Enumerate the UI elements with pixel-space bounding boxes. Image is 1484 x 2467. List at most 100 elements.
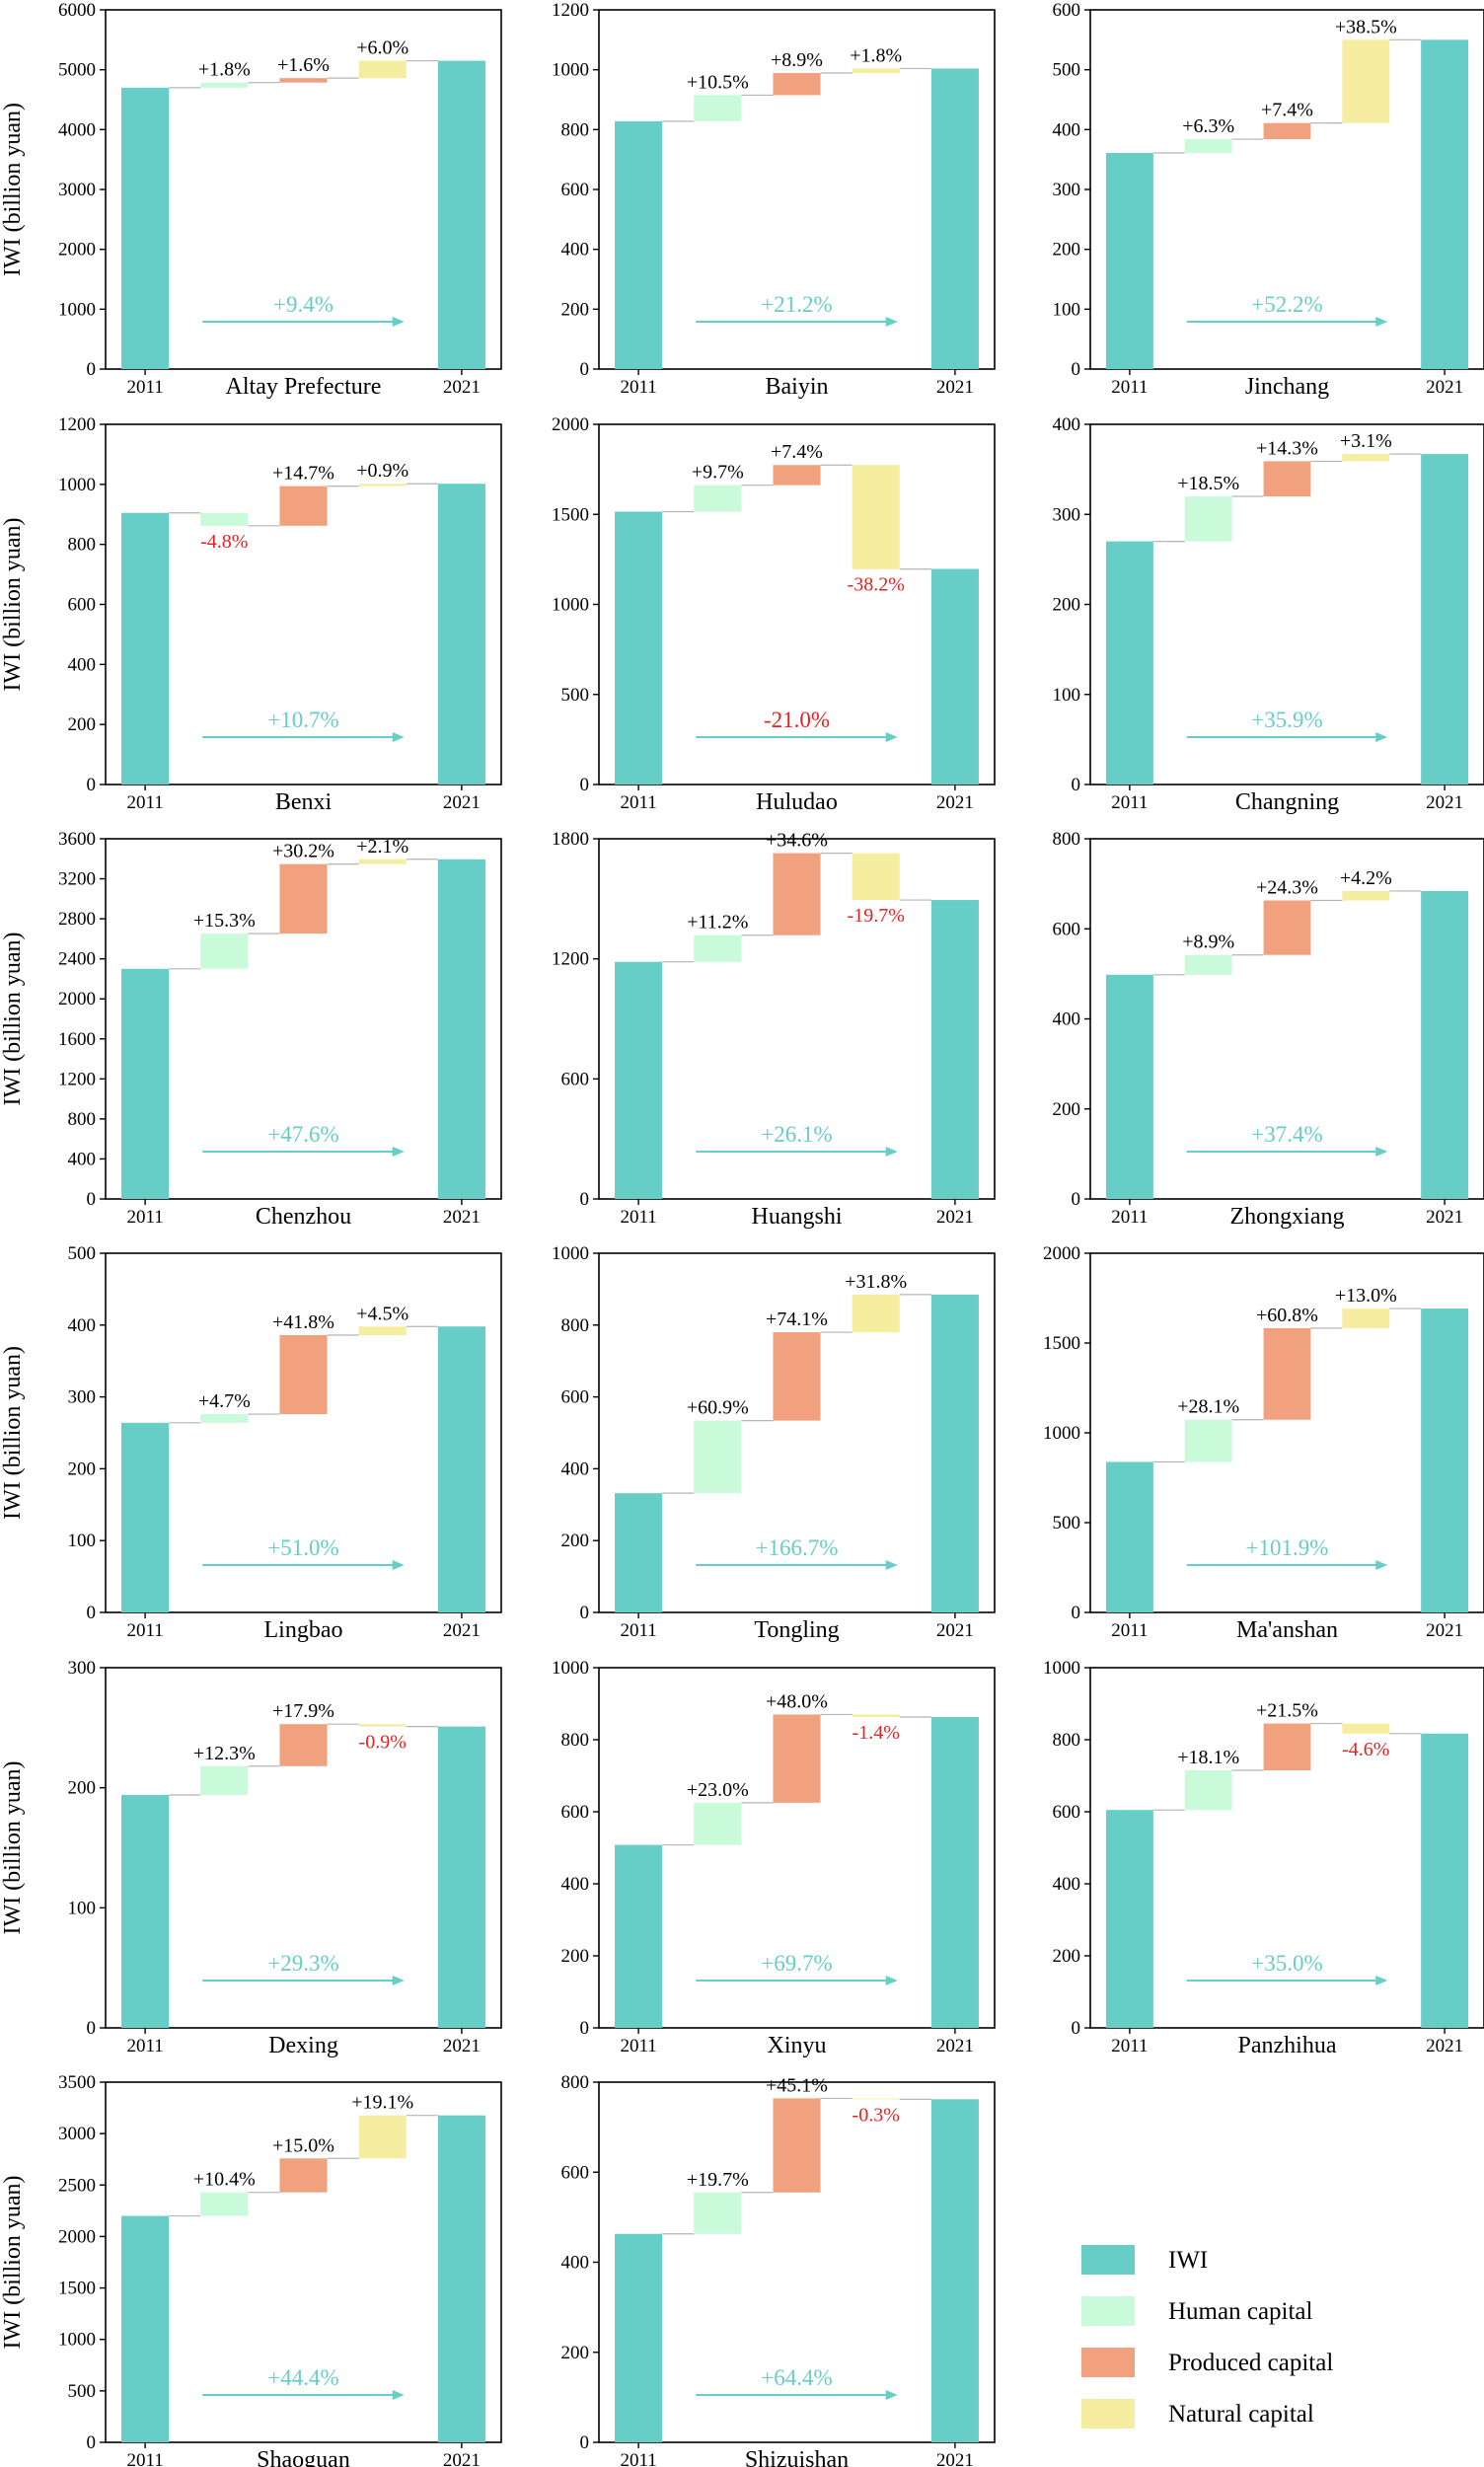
x-label-start-year: 2011 bbox=[620, 1620, 656, 1641]
axes-frame bbox=[105, 1667, 502, 2029]
y-tick-label: 2800 bbox=[58, 909, 96, 930]
total-change-label: +29.3% bbox=[267, 1951, 338, 1976]
panel-changning: 0 100 200 300 400 +18.5% +14.3% +3.1% +35.9% 2011… bbox=[1053, 414, 1484, 815]
bar-iwi-2021 bbox=[1421, 1733, 1469, 2028]
legend-swatch-produced bbox=[1081, 2348, 1135, 2377]
x-label-start-year: 2011 bbox=[126, 1620, 163, 1641]
y-tick-label: 600 bbox=[561, 180, 590, 200]
city-name: Xinyu bbox=[768, 2033, 827, 2058]
y-tick-label: 400 bbox=[561, 1874, 590, 1895]
y-tick-label: 800 bbox=[561, 119, 590, 140]
city-name: Jinchang bbox=[1245, 374, 1329, 400]
total-change-arrowhead bbox=[885, 732, 898, 742]
total-change-arrowhead bbox=[885, 317, 898, 327]
y-tick-label: 3200 bbox=[58, 869, 96, 890]
total-change-label: +52.2% bbox=[1251, 292, 1322, 317]
pct-label-human: +8.9% bbox=[1182, 932, 1234, 953]
bar-iwi-2021 bbox=[930, 1717, 979, 2028]
bar-iwi-2021 bbox=[437, 1726, 485, 2028]
pct-label-natural: +19.1% bbox=[351, 2092, 413, 2114]
y-tick-label: 400 bbox=[68, 1149, 97, 1169]
y-tick-label: 3500 bbox=[58, 2072, 96, 2093]
pct-label-human: +18.5% bbox=[1177, 473, 1239, 494]
bar-iwi-2021 bbox=[437, 1326, 485, 1612]
y-tick-label: 2000 bbox=[552, 414, 589, 435]
y-tick-label: 800 bbox=[561, 2072, 590, 2093]
y-tick-label: 0 bbox=[580, 359, 590, 380]
pct-label-produced: +7.4% bbox=[771, 441, 823, 463]
legend-label-natural: Natural capital bbox=[1168, 2401, 1314, 2428]
bar-natural-capital bbox=[852, 465, 900, 569]
city-name: Ma'anshan bbox=[1236, 1617, 1338, 1643]
pct-label-human: +23.0% bbox=[687, 1779, 749, 1801]
y-tick-label: 800 bbox=[1053, 829, 1081, 850]
y-tick-label: 1200 bbox=[552, 0, 589, 21]
bar-natural-capital bbox=[852, 853, 900, 901]
panel-huludao: 0 500 1000 1500 2000 +9.7% +7.4% -38.2% -21.0% 20… bbox=[552, 414, 996, 815]
x-label-start-year: 2011 bbox=[126, 377, 163, 398]
y-tick-label: 600 bbox=[1053, 919, 1081, 939]
total-change-label: +51.0% bbox=[267, 1535, 338, 1560]
pct-label-natural: -19.7% bbox=[848, 905, 905, 927]
y-tick-label: 1200 bbox=[58, 414, 96, 435]
y-tick-label: 0 bbox=[1072, 2018, 1081, 2039]
total-change-arrowhead bbox=[392, 2390, 405, 2400]
bar-natural-capital bbox=[358, 60, 407, 79]
legend-label-iwi: IWI bbox=[1168, 2247, 1208, 2274]
pct-label-natural: +4.5% bbox=[356, 1303, 408, 1324]
y-tick-label: 400 bbox=[1053, 1009, 1081, 1030]
y-tick-label: 500 bbox=[561, 685, 590, 706]
pct-label-natural: -4.6% bbox=[1342, 1739, 1389, 1760]
bar-produced-capital bbox=[279, 486, 328, 526]
legend-label-produced: Produced capital bbox=[1168, 2350, 1333, 2376]
pct-label-human: -4.8% bbox=[200, 531, 248, 553]
y-axis-label: IWI (billion yuan) bbox=[0, 2176, 26, 2350]
bar-human-capital bbox=[1184, 954, 1232, 975]
bar-natural-capital bbox=[358, 859, 407, 864]
y-axis-label: IWI (billion yuan) bbox=[0, 1346, 26, 1520]
bar-natural-capital bbox=[1342, 454, 1390, 462]
panel-shaoguan: 0 500 1000 1500 2000 2500 3000 3500 IWI (billion… bbox=[0, 2072, 502, 2467]
pct-label-produced: +7.4% bbox=[1261, 100, 1313, 121]
bar-iwi-2011 bbox=[615, 961, 663, 1199]
x-label-start-year: 2011 bbox=[620, 792, 656, 813]
bar-iwi-2021 bbox=[930, 2099, 979, 2442]
bar-iwi-2021 bbox=[930, 1294, 979, 1612]
pct-label-natural: +1.8% bbox=[850, 44, 902, 66]
bar-natural-capital bbox=[1342, 39, 1390, 123]
x-label-start-year: 2011 bbox=[1111, 377, 1148, 398]
pct-label-natural: -38.2% bbox=[848, 574, 905, 596]
bar-natural-capital bbox=[1342, 890, 1390, 901]
x-label-end-year: 2021 bbox=[443, 792, 481, 813]
y-tick-label: 1200 bbox=[552, 949, 589, 970]
pct-label-produced: +24.3% bbox=[1256, 877, 1318, 899]
y-tick-label: 6000 bbox=[58, 0, 96, 21]
y-tick-label: 600 bbox=[68, 595, 97, 616]
bar-natural-capital bbox=[852, 2098, 900, 2100]
x-label-start-year: 2011 bbox=[1111, 1207, 1148, 1228]
panel-zhongxiang: 0 200 400 600 800 +8.9% +24.3% +4.2% +37.4% 2011 2… bbox=[1053, 829, 1484, 1230]
pct-label-produced: +15.0% bbox=[272, 2134, 334, 2156]
y-tick-label: 1600 bbox=[58, 1029, 96, 1050]
total-change-label: +47.6% bbox=[267, 1122, 338, 1147]
city-name: Shaoguan bbox=[257, 2447, 350, 2467]
y-tick-label: 2000 bbox=[58, 240, 96, 261]
y-tick-label: 400 bbox=[561, 2253, 590, 2274]
y-tick-label: 1000 bbox=[58, 299, 96, 320]
total-change-label: +64.4% bbox=[761, 2365, 832, 2390]
y-axis-label: IWI (billion yuan) bbox=[0, 933, 26, 1106]
axes-frame bbox=[1089, 1667, 1484, 2029]
y-tick-label: 300 bbox=[1053, 180, 1081, 200]
y-tick-label: 200 bbox=[68, 714, 97, 735]
bar-natural-capital bbox=[1342, 1723, 1390, 1734]
x-label-end-year: 2021 bbox=[443, 2036, 481, 2056]
pct-label-human: +4.7% bbox=[198, 1390, 251, 1412]
total-change-arrowhead bbox=[1375, 1560, 1388, 1570]
total-change-arrowhead bbox=[885, 1560, 898, 1570]
y-tick-label: 0 bbox=[1072, 1189, 1081, 1210]
total-change-arrowhead bbox=[1375, 317, 1388, 327]
total-change-arrowhead bbox=[885, 1147, 898, 1157]
bar-natural-capital bbox=[852, 68, 900, 74]
pct-label-human: +9.7% bbox=[692, 462, 744, 484]
y-tick-label: 300 bbox=[1053, 504, 1081, 525]
